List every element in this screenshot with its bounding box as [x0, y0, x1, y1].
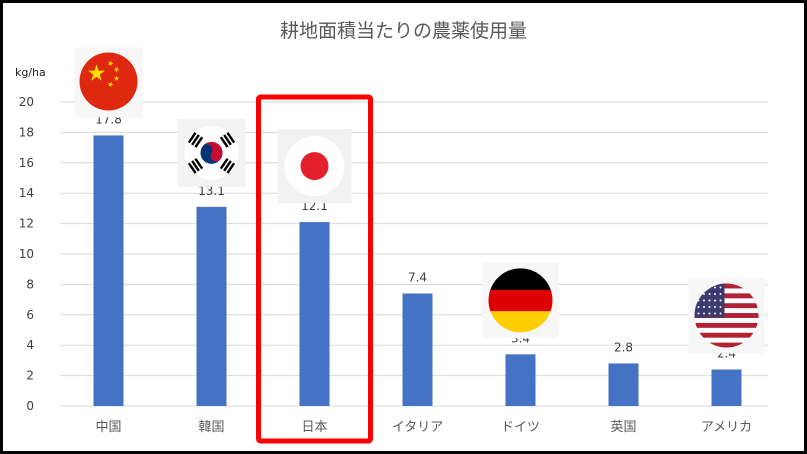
y-tick-label: 2 — [26, 369, 34, 383]
bar — [711, 369, 742, 406]
category-label: ドイツ — [501, 420, 540, 435]
data-label: 7.4 — [408, 271, 427, 285]
y-tick-label: 4 — [26, 338, 34, 352]
y-tick-label: 12 — [19, 217, 34, 231]
y-tick-label: 18 — [19, 125, 34, 139]
bar — [299, 222, 330, 406]
y-tick-label: 10 — [19, 247, 34, 261]
category-label: アメリカ — [701, 420, 752, 435]
bar — [196, 206, 227, 406]
chart-title: 耕地面積当たりの農薬使用量 — [279, 20, 527, 42]
japan-flag-icon — [277, 129, 352, 204]
y-tick-label: 14 — [19, 186, 34, 200]
category-label: 英国 — [610, 420, 636, 435]
y-tick-label: 0 — [26, 399, 34, 413]
bar — [608, 363, 639, 406]
y-axis-unit: kg/ha — [15, 66, 46, 79]
data-label: 13.1 — [198, 184, 225, 198]
y-tick-label: 8 — [26, 277, 34, 291]
bar — [93, 135, 124, 406]
y-tick-label: 20 — [19, 95, 34, 109]
bar — [402, 293, 433, 406]
category-label: 中国 — [95, 420, 121, 435]
bar — [505, 354, 536, 406]
korea-flag-icon — [177, 118, 246, 187]
y-tick-label: 6 — [26, 308, 34, 322]
data-label: 2.8 — [614, 340, 633, 354]
category-label: イタリア — [392, 420, 443, 435]
germany-flag-icon — [482, 262, 559, 339]
highlight-box — [256, 94, 373, 444]
y-tick-label: 16 — [19, 156, 34, 170]
usa-flag-icon — [688, 277, 765, 354]
category-label: 韓国 — [198, 420, 224, 435]
category-label: 日本 — [301, 420, 327, 435]
china-flag-icon — [74, 47, 143, 118]
